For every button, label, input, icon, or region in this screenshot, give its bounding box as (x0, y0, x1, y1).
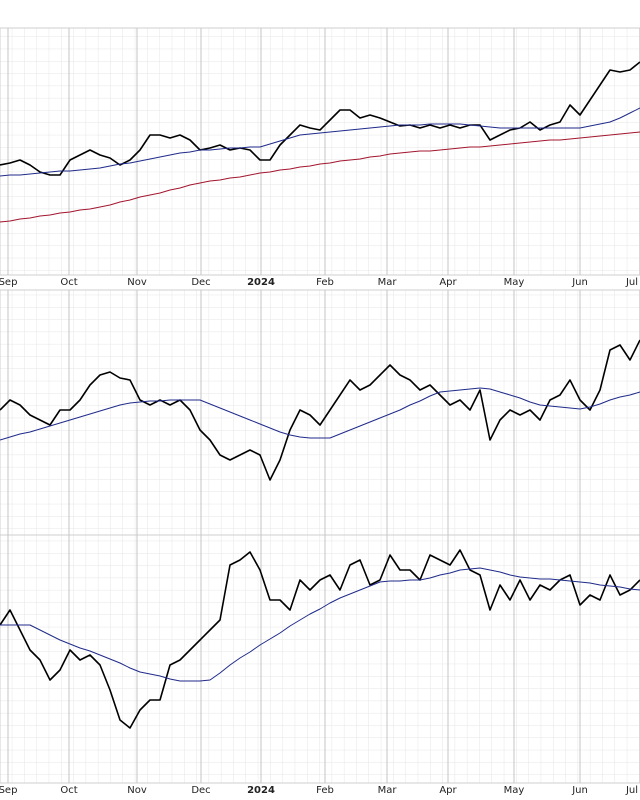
x-tick-label: Oct (60, 785, 77, 796)
panel-background (0, 27, 640, 276)
price-line (0, 549, 640, 729)
x-tick-label: Dec (191, 785, 210, 796)
x-tick-label: Jun (571, 785, 588, 796)
x-tick-label: Jul (625, 785, 638, 796)
x-tick-label: Sep (0, 785, 17, 796)
x-tick-label: 2024 (247, 785, 275, 796)
x-tick-label: Sep (0, 277, 17, 288)
x-tick-label: Nov (127, 785, 147, 796)
x-tick-label: Dec (191, 277, 210, 288)
price-line (0, 387, 640, 441)
panel-background (0, 534, 640, 784)
price-line (0, 339, 640, 481)
x-tick-label: Apr (439, 785, 457, 796)
price-line (0, 567, 640, 682)
x-tick-label: Mar (378, 785, 398, 796)
x-tick-label: Feb (316, 785, 334, 796)
x-tick-label: Jun (571, 277, 588, 288)
x-tick-label: Nov (127, 277, 147, 288)
x-tick-label: Apr (439, 277, 457, 288)
x-tick-label: Mar (378, 277, 398, 288)
price-line (0, 107, 640, 177)
x-tick-label: 2024 (247, 277, 275, 288)
price-line (0, 61, 640, 176)
price-line (0, 131, 640, 223)
x-tick-label: Oct (60, 277, 77, 288)
x-tick-label: Feb (316, 277, 334, 288)
x-tick-label: May (504, 277, 525, 288)
x-tick-label: May (504, 785, 525, 796)
x-tick-label: Jul (625, 277, 638, 288)
